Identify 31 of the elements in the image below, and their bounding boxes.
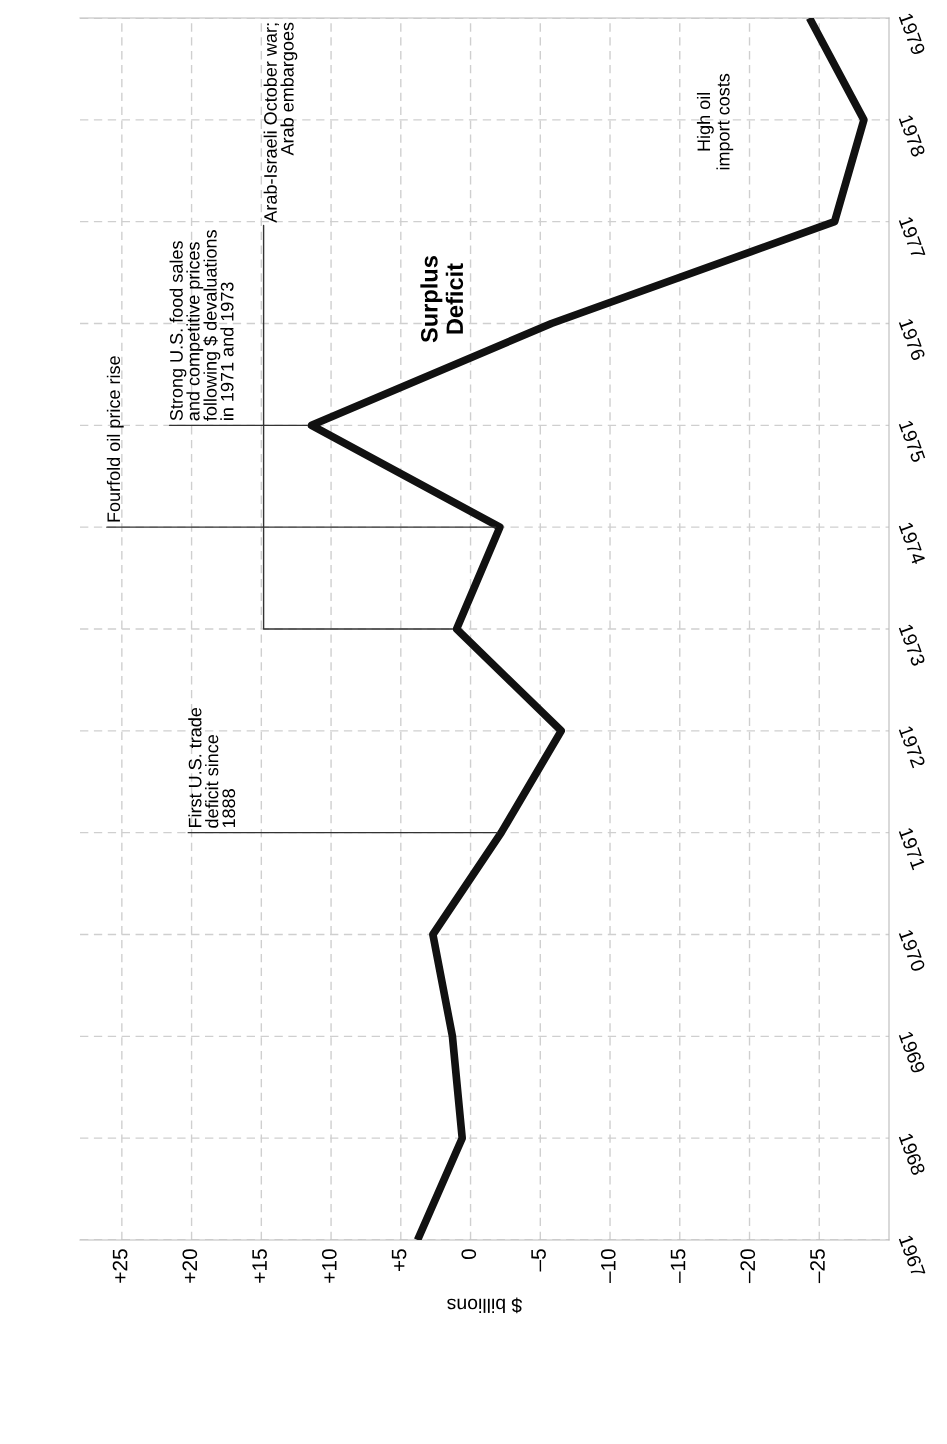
annotation: First U.S. trade deficit since 1888 bbox=[188, 707, 236, 828]
x-tick-label: +15 bbox=[252, 1249, 267, 1283]
x-tick-label: +25 bbox=[112, 1249, 128, 1283]
annotation: Surplus Deficit bbox=[420, 256, 464, 343]
y-tick-label: 1967 bbox=[898, 1234, 926, 1278]
x-axis-title: $ billions bbox=[447, 1297, 523, 1314]
x-tick-label: +5 bbox=[391, 1249, 407, 1272]
y-tick-label: 1974 bbox=[898, 521, 926, 566]
y-tick-label: 1969 bbox=[898, 1030, 926, 1074]
y-tick-label: 1977 bbox=[898, 216, 926, 260]
y-tick-label: 1978 bbox=[898, 114, 926, 158]
y-tick-label: 1971 bbox=[898, 827, 926, 871]
y-tick-label: 1968 bbox=[898, 1132, 926, 1176]
y-tick-label: 1975 bbox=[898, 419, 926, 464]
x-tick-label: –5 bbox=[531, 1249, 546, 1272]
x-tick-label: +20 bbox=[182, 1249, 198, 1283]
annotation: Arab-Israeli October war; Arab embargoes bbox=[263, 22, 298, 223]
y-tick-label: 1979 bbox=[898, 12, 926, 56]
y-tick-label: 1972 bbox=[898, 725, 926, 769]
x-tick-label: +10 bbox=[321, 1249, 337, 1283]
x-tick-label: –25 bbox=[810, 1249, 825, 1284]
y-tick-label: 1970 bbox=[898, 929, 926, 973]
x-tick-label: –15 bbox=[670, 1249, 686, 1284]
x-tick-label: –10 bbox=[600, 1249, 616, 1284]
annotation: High oil import costs bbox=[696, 73, 734, 170]
y-tick-label: 1973 bbox=[898, 623, 926, 667]
annotation: Fourfold oil price rise bbox=[106, 356, 124, 522]
x-tick-label: 0 bbox=[461, 1249, 477, 1260]
y-tick-label: 1976 bbox=[898, 318, 926, 362]
annotation: Strong U.S. food sales and competitive prices following $ devaluations in 1971 and 1973 bbox=[169, 230, 234, 421]
x-tick-label: –20 bbox=[740, 1249, 756, 1284]
